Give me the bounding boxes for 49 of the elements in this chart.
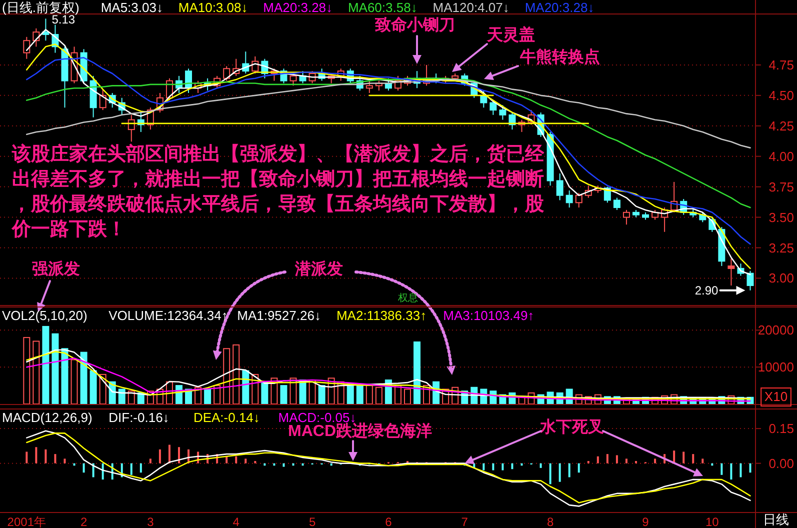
chart-title: MACD(12,26,9) (2, 410, 92, 425)
text: DIF:-0.16↓ (108, 410, 170, 425)
annotation: 牛熊转换点 (519, 48, 600, 66)
y-tick-label: 20000 (758, 322, 794, 338)
annotation: 权息 (397, 292, 418, 304)
y-tick-label: 4.75 (768, 58, 794, 73)
y-tick-label: 4.25 (768, 118, 794, 134)
annotation: VOLUME:12364.34↑ (108, 308, 228, 323)
y-tick-label: 10000 (758, 360, 794, 375)
x-tick-label: 10 (705, 515, 720, 528)
x-tick-label: 4 (232, 515, 240, 528)
x-tick-label: 9 (642, 515, 650, 528)
x-tick-label: 2 (80, 515, 88, 528)
y-tick-label: 3.25 (768, 240, 794, 256)
x-tick-label: 6 (385, 515, 392, 528)
annotation: 天灵盖 (486, 25, 535, 44)
text: 日线 (763, 512, 789, 527)
text: MA1:9527.26↓ (237, 308, 321, 323)
y-tick-label: 0.15 (768, 421, 794, 436)
text: MA60:3.58↓ (348, 0, 418, 15)
text: MA10:3.08↓ (178, 0, 248, 15)
annotation: 水下死叉 (539, 418, 604, 436)
text: MA2:11386.33↑ (336, 308, 427, 323)
annotation: 致命小铡刀 (374, 16, 455, 34)
x-tick-label: 7 (461, 515, 468, 528)
text: MA120:4.07↓ (432, 0, 510, 15)
x-tick-label: 8 (546, 515, 554, 528)
text: MA20:3.28↓ (524, 0, 594, 15)
annotation: 2.90 (694, 283, 719, 298)
annotation: 该股庄家在头部区间推出【强派发】、【潜派发】之后，货已经出得差不多了，就推出一把【致命小铡刀】把五根均线一起铡断，股价最终跌破低点水平线后，导致【五条均线向下发散】，股价一路下跌！ (11, 143, 545, 240)
text: MA5:3.03↓ (100, 0, 163, 15)
annotation: 强派发 (32, 260, 80, 278)
text: DEA:-0.14↓ (193, 410, 260, 425)
chart-title: (日线.前复权) (2, 0, 80, 15)
annotation: MACD跌进绿色海洋 (288, 422, 432, 440)
y-tick-label: 3.75 (768, 179, 794, 194)
y-tick-label: 4.00 (768, 148, 794, 164)
annotation: 潜派发 (294, 260, 343, 278)
annotation: MA20:3.28↓ (263, 0, 333, 15)
y-tick-label: 0.00 (768, 456, 794, 471)
text: X10 (764, 389, 788, 404)
text: MA3:10103.49↑ (443, 308, 534, 323)
y-tick-label: 3.00 (768, 270, 794, 286)
x-tick-label: 2001年 (7, 515, 46, 528)
x-tick-label: 5 (308, 515, 316, 528)
x-tick-label: 3 (147, 515, 154, 528)
y-tick-label: 4.50 (768, 88, 794, 103)
chart-title: VOL2(5,10,20) (2, 308, 88, 323)
y-tick-label: 3.50 (768, 210, 794, 225)
